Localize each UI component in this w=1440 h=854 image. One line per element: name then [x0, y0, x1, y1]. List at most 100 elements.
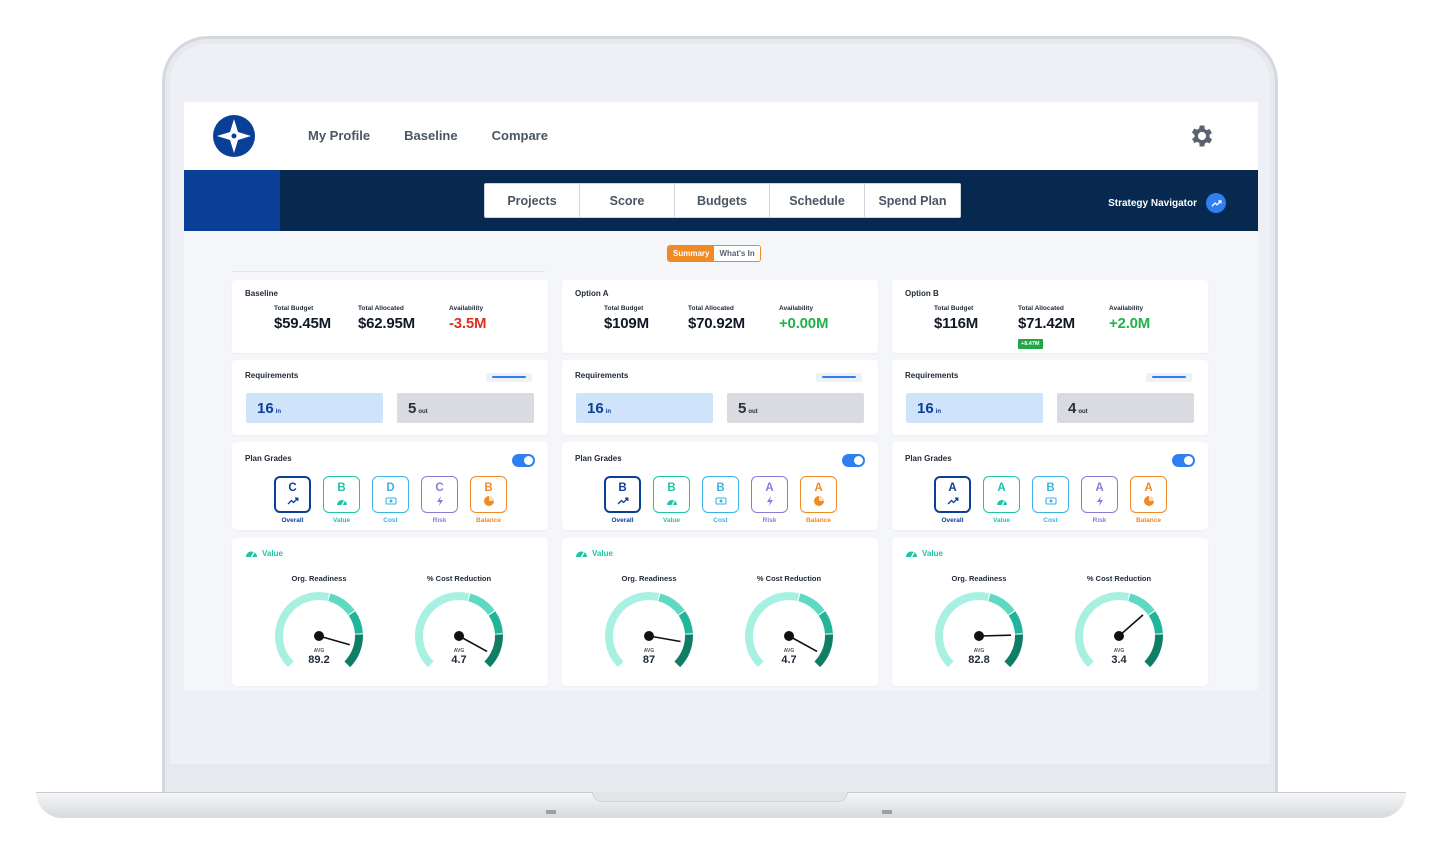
grade-box[interactable]: B — [604, 476, 641, 513]
settings-gear-icon[interactable] — [1188, 122, 1216, 150]
grade-balance[interactable]: A Balance — [800, 476, 837, 524]
top-nav: My Profile Baseline Compare — [308, 128, 548, 143]
budget-card: Baseline Total Budget $59.45M Total Allo… — [232, 280, 548, 353]
gauge-arc-segment — [1144, 634, 1163, 668]
gauge-arc-segment — [328, 593, 355, 615]
availability-value: +2.0M — [1109, 315, 1151, 332]
requirements-card: Requirements 16 in 4 out — [892, 360, 1208, 435]
grade-risk[interactable]: A Risk — [1081, 476, 1118, 524]
gauge-arc-segment — [1148, 611, 1163, 634]
grade-overall[interactable]: B Overall — [604, 476, 641, 524]
grade-box[interactable]: A — [751, 476, 788, 513]
grade-cost[interactable]: D Cost — [372, 476, 409, 524]
grade-overall[interactable]: C Overall — [274, 476, 311, 524]
plan-grades-toggle[interactable] — [842, 454, 865, 467]
grade-letter: B — [716, 482, 725, 494]
grade-box[interactable]: C — [274, 476, 311, 513]
grades-row: A Overall A Value B Cost A Risk A Balance — [934, 476, 1167, 524]
summary-button[interactable]: Summary — [668, 246, 715, 261]
grade-box[interactable]: B — [1032, 476, 1069, 513]
org-readiness-title: Org. Readiness — [621, 574, 677, 583]
requirements-out-suffix: out — [418, 409, 428, 415]
grade-label: Cost — [713, 517, 728, 524]
grade-letter: C — [435, 482, 444, 494]
grade-value[interactable]: B Value — [323, 476, 360, 524]
gauge-hub — [454, 631, 464, 641]
grade-box[interactable]: D — [372, 476, 409, 513]
grade-cost[interactable]: B Cost — [702, 476, 739, 524]
grade-box[interactable]: B — [470, 476, 507, 513]
grade-box[interactable]: B — [323, 476, 360, 513]
plan-grades-toggle[interactable] — [1172, 454, 1195, 467]
grade-box[interactable]: A — [1081, 476, 1118, 513]
nav-my-profile[interactable]: My Profile — [308, 128, 371, 143]
tab-budgets[interactable]: Budgets — [675, 184, 770, 217]
requirements-in[interactable]: 16 in — [246, 393, 383, 423]
requirements-in[interactable]: 16 in — [576, 393, 713, 423]
tab-spend-plan[interactable]: Spend Plan — [878, 193, 947, 208]
whats-in-button[interactable]: What's In — [714, 246, 760, 261]
grade-box[interactable]: B — [653, 476, 690, 513]
tab-schedule[interactable]: Schedule — [770, 184, 865, 217]
main-nav-bar: Projects Score Budgets Schedule Spend Pl… — [184, 170, 1258, 231]
money-icon — [1044, 497, 1057, 505]
total-allocated-value: $70.92M — [688, 315, 745, 332]
nav-compare[interactable]: Compare — [491, 128, 548, 143]
grade-value[interactable]: B Value — [653, 476, 690, 524]
pie-icon — [1143, 496, 1154, 506]
gauge-arc-segment — [935, 592, 990, 668]
requirements-menu[interactable] — [1146, 373, 1192, 382]
cost-reduction-title: % Cost Reduction — [1086, 574, 1152, 583]
grade-risk[interactable]: C Risk — [421, 476, 458, 524]
total-allocated-label: Total Allocated — [358, 305, 404, 312]
requirements-card: Requirements 16 in 5 out — [562, 360, 878, 435]
org-readiness-gauge: Org. Readiness AVG 89.2 — [264, 574, 374, 683]
total-budget-value: $109M — [604, 315, 649, 332]
gauge-arc-segment — [798, 593, 825, 615]
grade-label: Value — [663, 517, 680, 524]
requirements-out[interactable]: 5 out — [727, 393, 864, 423]
grade-value[interactable]: A Value — [983, 476, 1020, 524]
requirements-menu[interactable] — [486, 373, 532, 382]
budget-card: Option B Total Budget $116M Total Alloca… — [892, 280, 1208, 353]
value-header: Value — [245, 548, 283, 558]
grade-cost[interactable]: B Cost — [1032, 476, 1069, 524]
grade-risk[interactable]: A Risk — [751, 476, 788, 524]
value-header: Value — [575, 548, 613, 558]
strategy-navigator[interactable]: Strategy Navigator — [1108, 193, 1226, 213]
requirements-menu[interactable] — [816, 373, 862, 382]
gauge-icon — [576, 551, 587, 558]
requirements-out-count: 5 — [738, 400, 747, 417]
requirements-out[interactable]: 5 out — [397, 393, 534, 423]
grade-balance[interactable]: B Balance — [470, 476, 507, 524]
grade-overall[interactable]: A Overall — [934, 476, 971, 524]
grade-box[interactable]: A — [800, 476, 837, 513]
tab-projects[interactable]: Projects — [485, 184, 580, 217]
gauge-value: 87 — [643, 654, 655, 666]
pie-icon — [813, 496, 824, 506]
cost-reduction-gauge: % Cost Reduction AVG 4.7 — [404, 574, 514, 683]
plan-grades-toggle[interactable] — [512, 454, 535, 467]
brand-logo-icon[interactable] — [212, 114, 256, 158]
trend-icon — [287, 497, 298, 505]
grade-balance[interactable]: A Balance — [1130, 476, 1167, 524]
laptop-foot — [882, 810, 892, 814]
strategy-navigator-button[interactable] — [1206, 193, 1226, 213]
requirements-in[interactable]: 16 in — [906, 393, 1043, 423]
grade-box[interactable]: A — [1130, 476, 1167, 513]
nav-baseline[interactable]: Baseline — [404, 128, 458, 143]
grade-box[interactable]: C — [421, 476, 458, 513]
grade-label: Risk — [1092, 517, 1107, 524]
grade-label: Overall — [611, 517, 634, 524]
grade-box[interactable]: A — [934, 476, 971, 513]
requirements-out[interactable]: 4 out — [1057, 393, 1194, 423]
requirements-in-suffix: in — [275, 409, 282, 415]
tab-score[interactable]: Score — [580, 184, 675, 217]
availability-label: Availability — [779, 305, 814, 312]
plan-grades-card: Plan Grades B Overall B Value B Cost A Risk A Bal… — [562, 442, 878, 530]
grade-box[interactable]: B — [702, 476, 739, 513]
grade-label: Risk — [432, 517, 447, 524]
gauge-hub — [1114, 631, 1124, 641]
grade-box[interactable]: A — [983, 476, 1020, 513]
grade-letter: D — [386, 482, 395, 494]
